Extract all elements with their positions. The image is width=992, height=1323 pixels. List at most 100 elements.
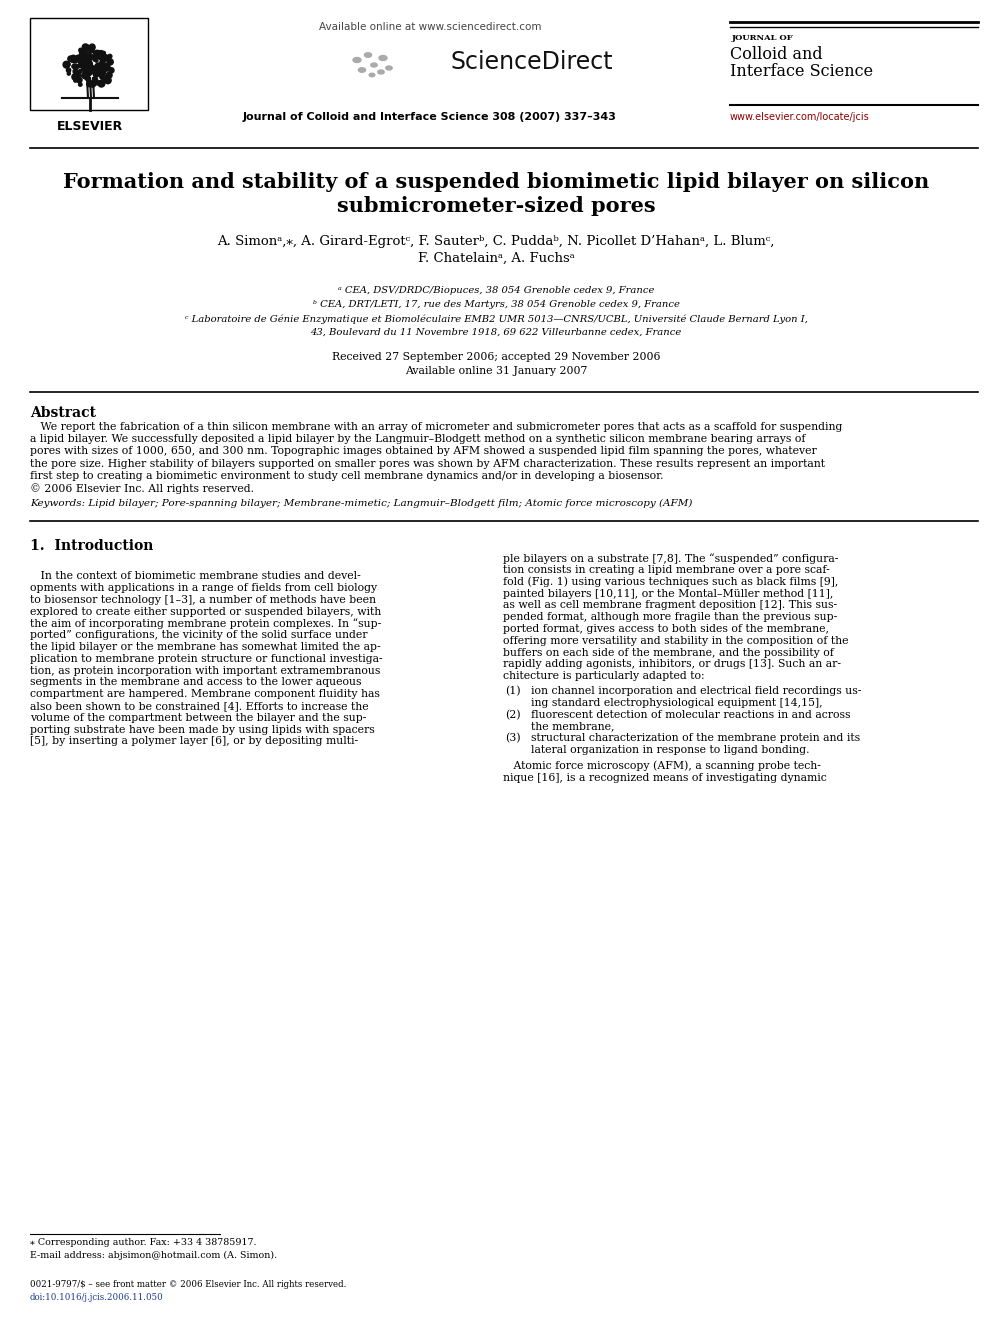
Circle shape (98, 81, 105, 87)
Circle shape (85, 70, 91, 75)
Ellipse shape (378, 70, 384, 74)
Circle shape (98, 62, 104, 69)
Text: www.elsevier.com/locate/jcis: www.elsevier.com/locate/jcis (730, 112, 870, 122)
Circle shape (95, 54, 99, 58)
Circle shape (97, 67, 102, 73)
Ellipse shape (369, 73, 375, 77)
Circle shape (79, 49, 86, 56)
Circle shape (86, 82, 91, 87)
Text: structural characterization of the membrane protein and its: structural characterization of the membr… (531, 733, 860, 744)
Circle shape (103, 64, 110, 70)
Circle shape (63, 62, 69, 67)
Circle shape (93, 57, 97, 61)
Text: ing standard electrophysiological equipment [14,15],: ing standard electrophysiological equipm… (531, 697, 822, 708)
Text: as well as cell membrane fragment deposition [12]. This sus-: as well as cell membrane fragment deposi… (503, 601, 837, 610)
Circle shape (77, 57, 84, 64)
Text: ᶜ Laboratoire de Génie Enzymatique et Biomoléculaire EMB2 UMR 5013—CNRS/UCBL, Un: ᶜ Laboratoire de Génie Enzymatique et Bi… (185, 314, 807, 324)
Circle shape (107, 58, 113, 65)
Text: porting substrate have been made by using lipids with spacers: porting substrate have been made by usin… (30, 725, 375, 734)
Circle shape (95, 60, 98, 62)
Text: rapidly adding agonists, inhibitors, or drugs [13]. Such an ar-: rapidly adding agonists, inhibitors, or … (503, 659, 841, 669)
Circle shape (79, 56, 82, 60)
Circle shape (104, 65, 110, 71)
Text: lateral organization in response to ligand bonding.: lateral organization in response to liga… (531, 745, 809, 755)
Circle shape (84, 52, 91, 58)
Text: to biosensor technology [1–3], a number of methods have been: to biosensor technology [1–3], a number … (30, 595, 376, 605)
Bar (30, 19, 148, 110)
Text: JOURNAL OF: JOURNAL OF (732, 34, 794, 42)
Circle shape (67, 56, 73, 61)
Text: A. Simonᵃ,⁎, A. Girard-Egrotᶜ, F. Sauterᵇ, C. Puddaᵇ, N. Picollet D’Hahanᵃ, L. B: A. Simonᵃ,⁎, A. Girard-Egrotᶜ, F. Sauter… (217, 235, 775, 247)
Circle shape (94, 81, 99, 85)
Circle shape (80, 48, 84, 53)
Circle shape (101, 71, 104, 75)
Ellipse shape (371, 64, 377, 67)
Text: ELSEVIER: ELSEVIER (57, 120, 123, 134)
Circle shape (75, 56, 80, 61)
Circle shape (100, 60, 105, 64)
Circle shape (99, 74, 105, 79)
Circle shape (100, 69, 106, 75)
Text: (3): (3) (505, 733, 521, 744)
Circle shape (88, 48, 92, 52)
Text: buffers on each side of the membrane, and the possibility of: buffers on each side of the membrane, an… (503, 647, 834, 658)
Ellipse shape (358, 67, 366, 73)
Text: opments with applications in a range of fields from cell biology: opments with applications in a range of … (30, 583, 377, 593)
Circle shape (82, 44, 88, 50)
Ellipse shape (353, 57, 361, 62)
Text: also been shown to be constrained [4]. Efforts to increase the: also been shown to be constrained [4]. E… (30, 701, 369, 710)
Circle shape (71, 74, 78, 81)
Text: a lipid bilayer. We successfully deposited a lipid bilayer by the Langmuir–Blodg: a lipid bilayer. We successfully deposit… (30, 434, 806, 445)
Text: ported” configurations, the vicinity of the solid surface under: ported” configurations, the vicinity of … (30, 630, 367, 640)
Circle shape (81, 66, 85, 70)
Circle shape (93, 54, 96, 58)
Text: ᵇ CEA, DRT/LETI, 17, rue des Martyrs, 38 054 Grenoble cedex 9, France: ᵇ CEA, DRT/LETI, 17, rue des Martyrs, 38… (312, 300, 680, 310)
Circle shape (77, 56, 81, 60)
Circle shape (84, 66, 90, 73)
Text: volume of the compartment between the bilayer and the sup-: volume of the compartment between the bi… (30, 713, 366, 722)
Circle shape (66, 67, 70, 73)
Circle shape (84, 46, 88, 50)
Circle shape (93, 71, 99, 77)
Circle shape (71, 57, 77, 64)
Circle shape (93, 67, 98, 73)
Text: tion consists in creating a lipid membrane over a pore scaf-: tion consists in creating a lipid membra… (503, 565, 829, 576)
Circle shape (104, 75, 110, 82)
Circle shape (75, 71, 78, 74)
Circle shape (79, 49, 82, 52)
Circle shape (89, 81, 96, 87)
Text: Colloid and: Colloid and (730, 46, 822, 64)
Circle shape (104, 77, 111, 83)
Circle shape (79, 61, 86, 67)
Text: Received 27 September 2006; accepted 29 November 2006: Received 27 September 2006; accepted 29 … (331, 352, 661, 363)
Text: ported format, gives access to both sides of the membrane,: ported format, gives access to both side… (503, 624, 829, 634)
Circle shape (85, 71, 90, 77)
Text: compartment are hampered. Membrane component fluidity has: compartment are hampered. Membrane compo… (30, 689, 380, 699)
Text: © 2006 Elsevier Inc. All rights reserved.: © 2006 Elsevier Inc. All rights reserved… (30, 483, 254, 493)
Text: 1.  Introduction: 1. Introduction (30, 540, 154, 553)
Circle shape (78, 83, 82, 86)
Text: plication to membrane protein structure or functional investiga-: plication to membrane protein structure … (30, 654, 383, 664)
Circle shape (78, 70, 82, 73)
Text: the pore size. Higher stability of bilayers supported on smaller pores was shown: the pore size. Higher stability of bilay… (30, 459, 825, 468)
Ellipse shape (379, 56, 387, 61)
Circle shape (95, 64, 101, 70)
Circle shape (103, 54, 108, 61)
Circle shape (84, 54, 91, 60)
Circle shape (92, 77, 97, 82)
Circle shape (84, 61, 89, 66)
Text: (2): (2) (505, 709, 521, 720)
Text: doi:10.1016/j.jcis.2006.11.050: doi:10.1016/j.jcis.2006.11.050 (30, 1293, 164, 1302)
Circle shape (77, 57, 83, 62)
Text: the lipid bilayer or the membrane has somewhat limited the ap-: the lipid bilayer or the membrane has so… (30, 642, 381, 652)
Text: Keywords: Lipid bilayer; Pore-spanning bilayer; Membrane-mimetic; Langmuir–Blodg: Keywords: Lipid bilayer; Pore-spanning b… (30, 499, 692, 508)
Circle shape (102, 77, 105, 79)
Text: We report the fabrication of a thin silicon membrane with an array of micrometer: We report the fabrication of a thin sili… (30, 422, 842, 433)
Ellipse shape (386, 66, 392, 70)
Circle shape (104, 57, 108, 61)
Circle shape (89, 46, 95, 50)
Circle shape (87, 54, 93, 60)
Circle shape (69, 56, 76, 62)
Text: chitecture is particularly adapted to:: chitecture is particularly adapted to: (503, 671, 704, 681)
Text: the membrane,: the membrane, (531, 721, 614, 732)
